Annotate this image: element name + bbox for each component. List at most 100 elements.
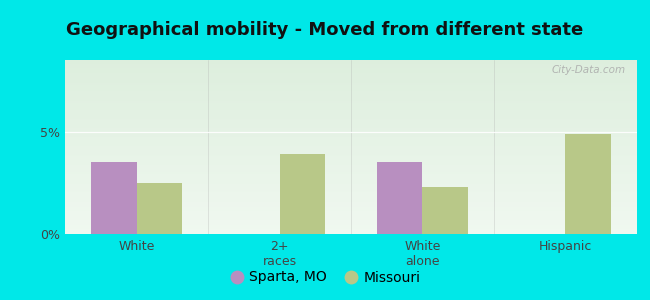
Bar bbox=[65, 162, 637, 163]
Bar bbox=[65, 145, 637, 146]
Bar bbox=[65, 94, 637, 95]
Bar bbox=[65, 62, 637, 63]
Bar bbox=[65, 156, 637, 157]
Bar bbox=[65, 159, 637, 160]
Bar bbox=[65, 152, 637, 153]
Bar bbox=[65, 182, 637, 183]
Bar bbox=[65, 116, 637, 117]
Bar bbox=[65, 195, 637, 196]
Bar bbox=[65, 133, 637, 134]
Bar bbox=[65, 172, 637, 173]
Bar bbox=[65, 210, 637, 211]
Bar bbox=[65, 121, 637, 122]
Bar bbox=[65, 229, 637, 230]
Bar bbox=[65, 139, 637, 140]
Bar bbox=[65, 185, 637, 186]
Bar bbox=[65, 149, 637, 150]
Bar bbox=[65, 201, 637, 202]
Bar bbox=[65, 122, 637, 123]
Bar bbox=[65, 200, 637, 201]
Bar bbox=[65, 99, 637, 100]
Bar bbox=[65, 73, 637, 74]
Bar bbox=[65, 206, 637, 207]
Bar bbox=[65, 129, 637, 130]
Bar bbox=[65, 108, 637, 109]
Bar bbox=[65, 202, 637, 203]
Bar bbox=[65, 177, 637, 178]
Bar bbox=[65, 68, 637, 69]
Bar bbox=[65, 111, 637, 112]
Bar bbox=[65, 140, 637, 141]
Bar bbox=[65, 225, 637, 226]
Text: Geographical mobility - Moved from different state: Geographical mobility - Moved from diffe… bbox=[66, 21, 584, 39]
Bar bbox=[65, 153, 637, 154]
Bar bbox=[65, 198, 637, 199]
Bar bbox=[65, 181, 637, 182]
Bar bbox=[65, 163, 637, 164]
Bar bbox=[65, 227, 637, 228]
Bar bbox=[65, 186, 637, 187]
Bar bbox=[65, 166, 637, 167]
Bar bbox=[65, 183, 637, 184]
Bar bbox=[65, 171, 637, 172]
Bar bbox=[65, 219, 637, 220]
Bar bbox=[65, 88, 637, 89]
Bar bbox=[65, 169, 637, 170]
Bar bbox=[377, 162, 423, 234]
Bar bbox=[65, 113, 637, 114]
Bar bbox=[422, 187, 468, 234]
Bar bbox=[65, 101, 637, 102]
Bar bbox=[65, 220, 637, 221]
Bar bbox=[65, 193, 637, 194]
Bar bbox=[65, 205, 637, 206]
Bar bbox=[65, 134, 637, 135]
Bar bbox=[65, 69, 637, 70]
Bar bbox=[65, 208, 637, 209]
Bar bbox=[65, 75, 637, 76]
Bar bbox=[65, 79, 637, 80]
Bar bbox=[65, 138, 637, 139]
Bar bbox=[65, 161, 637, 162]
Bar bbox=[65, 173, 637, 174]
Bar bbox=[65, 89, 637, 90]
Bar bbox=[65, 194, 637, 195]
Bar bbox=[65, 96, 637, 97]
Bar bbox=[65, 176, 637, 177]
Bar bbox=[65, 158, 637, 159]
Bar bbox=[65, 191, 637, 192]
Bar bbox=[65, 135, 637, 136]
Bar bbox=[65, 167, 637, 168]
Bar bbox=[65, 107, 637, 108]
Bar bbox=[566, 134, 611, 234]
Bar bbox=[65, 82, 637, 83]
Bar bbox=[65, 141, 637, 142]
Bar bbox=[65, 230, 637, 231]
Bar bbox=[65, 233, 637, 234]
Bar bbox=[65, 151, 637, 152]
Bar bbox=[65, 60, 637, 61]
Bar bbox=[65, 211, 637, 212]
Bar bbox=[65, 84, 637, 85]
Bar bbox=[65, 132, 637, 133]
Bar bbox=[65, 148, 637, 149]
Bar bbox=[65, 180, 637, 181]
Bar bbox=[65, 217, 637, 218]
Bar bbox=[65, 131, 637, 132]
Bar bbox=[65, 65, 637, 66]
Bar bbox=[65, 115, 637, 116]
Bar bbox=[65, 143, 637, 144]
Bar bbox=[65, 192, 637, 193]
Legend: Sparta, MO, Missouri: Sparta, MO, Missouri bbox=[224, 265, 426, 290]
Bar bbox=[65, 130, 637, 131]
Bar bbox=[65, 165, 637, 166]
Bar bbox=[65, 214, 637, 215]
Bar bbox=[65, 231, 637, 232]
Bar bbox=[65, 87, 637, 88]
Bar bbox=[65, 146, 637, 147]
Bar bbox=[65, 78, 637, 79]
Bar bbox=[65, 154, 637, 155]
Bar bbox=[65, 72, 637, 73]
Text: City-Data.com: City-Data.com bbox=[551, 65, 625, 75]
Bar bbox=[65, 137, 637, 138]
Bar bbox=[65, 224, 637, 225]
